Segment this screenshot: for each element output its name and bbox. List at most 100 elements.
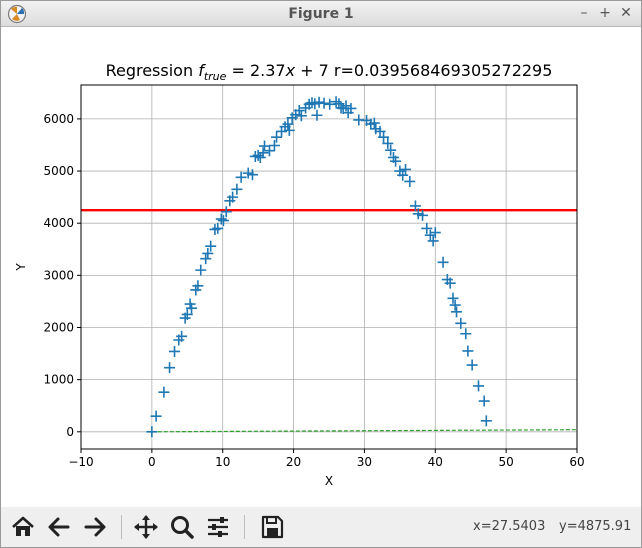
data-point (176, 330, 188, 342)
data-point (374, 125, 386, 137)
data-point (417, 209, 429, 221)
y-tick-label: 4000 (43, 216, 74, 230)
navigation-toolbar: x=27.5403 y=4875.91 (1, 507, 641, 547)
data-points (146, 96, 492, 438)
data-point (437, 256, 449, 268)
data-point (220, 206, 232, 218)
data-point (424, 229, 436, 241)
y-tick-label: 2000 (43, 320, 74, 334)
x-tick-label: −10 (68, 455, 93, 469)
back-icon[interactable] (45, 513, 73, 541)
x-tick-label: 30 (357, 455, 372, 469)
grid (80, 85, 578, 449)
data-point (263, 145, 275, 157)
data-point (202, 247, 214, 259)
title-equation: = 2.37 (226, 61, 285, 80)
data-point (397, 169, 409, 181)
data-point (192, 280, 204, 292)
data-point (480, 415, 492, 427)
y-tick-label: 1000 (43, 373, 74, 387)
data-point (473, 380, 485, 392)
data-point (390, 155, 402, 167)
x-tick-label: 60 (569, 455, 584, 469)
data-point (169, 345, 181, 357)
y-tick-label: 3000 (43, 268, 74, 282)
x-axis-label: X (325, 474, 333, 488)
data-point (311, 109, 323, 121)
data-point (283, 124, 295, 136)
data-point (409, 200, 421, 212)
data-point (462, 345, 474, 357)
x-tick-label: 50 (499, 455, 514, 469)
figure-canvas[interactable]: −10 0 10 20 30 40 50 60 0 1000 2000 3000 4000 5000 600… (1, 27, 641, 507)
data-point (205, 240, 217, 252)
cursor-x-readout: x=27.5403 (473, 519, 546, 534)
save-icon[interactable] (258, 513, 286, 541)
data-point (259, 140, 271, 152)
data-point (200, 253, 212, 265)
x-tick-label: 10 (215, 455, 230, 469)
toolbar-separator (244, 515, 245, 539)
data-point (313, 96, 325, 108)
zoom-icon[interactable] (168, 513, 196, 541)
data-point (324, 98, 336, 110)
data-point (246, 169, 258, 181)
data-point (318, 97, 330, 109)
title-prefix: Regression (106, 61, 199, 80)
data-point (271, 131, 283, 143)
maximize-button[interactable]: + (599, 5, 611, 21)
close-button[interactable]: ✕ (620, 5, 632, 21)
data-point (164, 362, 176, 374)
home-icon[interactable] (9, 513, 37, 541)
data-point (249, 150, 261, 162)
data-point (227, 191, 239, 203)
data-point (181, 308, 193, 320)
data-point (447, 292, 459, 304)
title-subscript: true (204, 70, 227, 83)
data-point (455, 317, 467, 329)
data-point (378, 131, 390, 143)
data-point (295, 110, 307, 122)
data-point (382, 137, 394, 149)
x-tick-label: 20 (286, 455, 301, 469)
data-point (212, 222, 224, 234)
data-point (449, 299, 461, 311)
y-axis-label: Y (14, 263, 28, 272)
data-point (345, 102, 357, 114)
data-point (385, 144, 397, 156)
data-point (460, 328, 472, 340)
data-point (257, 147, 269, 159)
data-point (268, 139, 280, 151)
data-point (368, 117, 380, 129)
fit-line (151, 429, 578, 433)
data-point (252, 149, 264, 161)
data-point (340, 100, 352, 112)
cursor-y-readout: y=4875.91 (559, 519, 632, 534)
title-tail: + 7 r=0.039568469305272295 (295, 61, 552, 80)
minimize-button[interactable]: – (580, 5, 588, 21)
title-f: f (198, 61, 206, 80)
title-x: x (285, 61, 296, 80)
data-point (217, 215, 229, 227)
y-tick-label: 0 (66, 425, 74, 439)
data-point (421, 222, 433, 234)
forward-icon[interactable] (81, 513, 109, 541)
data-point (254, 151, 266, 163)
chart-title: Regression ftrue = 2.37x + 7 r=0.0395684… (106, 61, 553, 83)
y-tick-label: 6000 (43, 112, 74, 126)
scatter-plot[interactable]: −10 0 10 20 30 40 50 60 0 1000 2000 3000 4000 5000 600… (1, 27, 641, 507)
title-bar[interactable]: Figure 1 – + ✕ (1, 1, 641, 27)
pan-icon[interactable] (132, 513, 160, 541)
data-point (158, 386, 170, 398)
data-point (429, 227, 441, 239)
data-point (209, 223, 221, 235)
data-point (150, 410, 162, 422)
data-point (444, 277, 456, 289)
data-point (404, 175, 416, 187)
data-point (231, 183, 243, 195)
configure-subplots-icon[interactable] (204, 513, 232, 541)
fit-line-layer (151, 429, 578, 433)
data-point (235, 171, 247, 183)
x-tick-label: 0 (148, 455, 156, 469)
